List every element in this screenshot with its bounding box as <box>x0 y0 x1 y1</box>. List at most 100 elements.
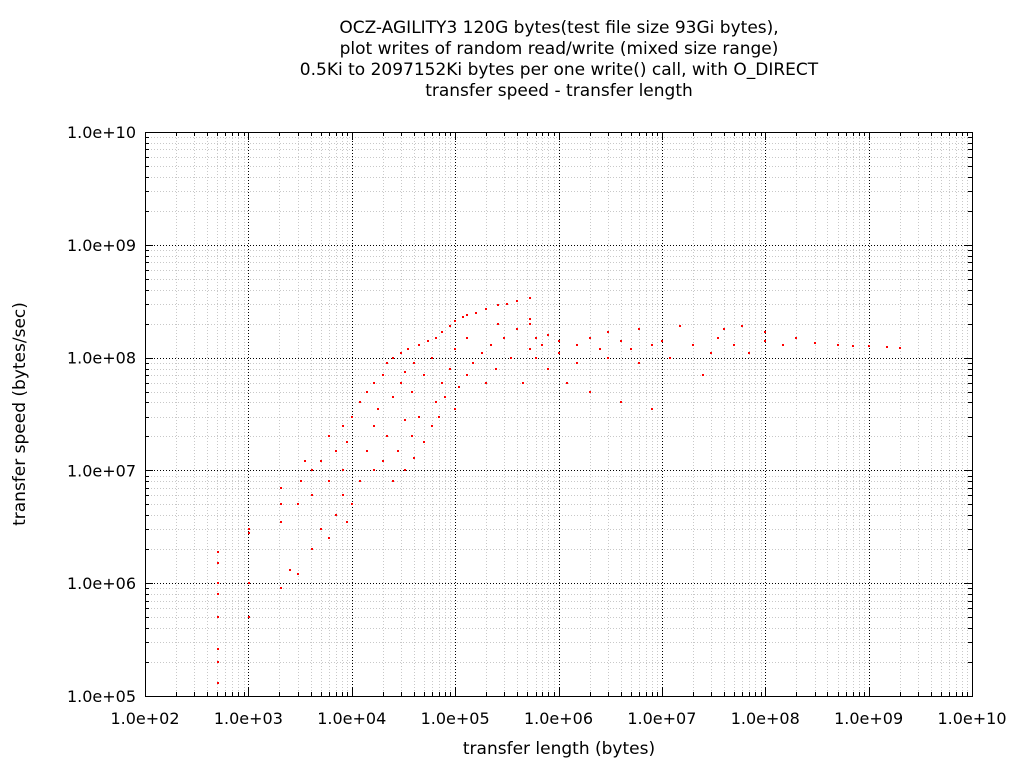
data-point <box>404 469 406 471</box>
data-point <box>529 318 531 320</box>
data-point <box>346 441 348 443</box>
data-point <box>547 368 549 370</box>
data-point <box>423 441 425 443</box>
data-point <box>351 416 353 418</box>
data-point <box>320 528 322 530</box>
data-point <box>217 551 219 553</box>
data-point <box>475 312 477 314</box>
data-point <box>342 494 344 496</box>
data-point <box>522 382 524 384</box>
data-point <box>651 408 653 410</box>
x-tick-label: 1.0e+02 <box>110 709 179 728</box>
data-point <box>297 573 299 575</box>
data-point <box>495 368 497 370</box>
data-point <box>458 386 460 388</box>
axis-ticks <box>145 132 973 697</box>
data-point <box>359 480 361 482</box>
data-point <box>490 344 492 346</box>
data-point <box>359 401 361 403</box>
data-point <box>485 308 487 310</box>
data-point <box>289 569 291 571</box>
data-point <box>280 587 282 589</box>
data-point <box>418 344 420 346</box>
data-point <box>435 337 437 339</box>
data-point <box>607 331 609 333</box>
data-point <box>297 503 299 505</box>
x-tick-label: 1.0e+07 <box>627 709 696 728</box>
chart-title: OCZ-AGILITY3 120G bytes(test file size 9… <box>145 18 973 102</box>
data-point <box>386 435 388 437</box>
data-point <box>411 435 413 437</box>
data-point <box>485 382 487 384</box>
x-tick-label: 1.0e+06 <box>524 709 593 728</box>
data-point <box>576 362 578 364</box>
data-point <box>679 325 681 327</box>
data-point <box>217 562 219 564</box>
data-point <box>382 374 384 376</box>
data-point <box>472 362 474 364</box>
data-point <box>392 480 394 482</box>
data-point <box>373 382 375 384</box>
data-point <box>311 494 313 496</box>
data-point <box>441 382 443 384</box>
data-point <box>217 616 219 618</box>
data-point <box>217 593 219 595</box>
title-line-2: plot writes of random read/write (mixed … <box>339 39 779 59</box>
data-point <box>638 328 640 330</box>
data-point <box>630 348 632 350</box>
data-point <box>547 334 549 336</box>
data-point <box>692 344 694 346</box>
title-line-4: transfer speed - transfer length <box>425 81 693 101</box>
data-point <box>392 396 394 398</box>
data-point <box>529 323 531 325</box>
data-point <box>280 503 282 505</box>
data-point <box>423 374 425 376</box>
data-point <box>661 340 663 342</box>
data-point <box>413 362 415 364</box>
data-point <box>328 435 330 437</box>
data-point <box>411 391 413 393</box>
data-point <box>535 337 537 339</box>
data-point <box>449 368 451 370</box>
data-point <box>217 582 219 584</box>
major-grid <box>145 132 973 697</box>
data-point <box>280 487 282 489</box>
x-axis-label: transfer length (bytes) <box>462 739 656 759</box>
data-point <box>466 374 468 376</box>
data-point <box>733 344 735 346</box>
data-point <box>335 514 337 516</box>
data-point <box>444 396 446 398</box>
data-point <box>342 469 344 471</box>
data-point <box>320 460 322 462</box>
data-point <box>351 503 353 505</box>
data-point <box>503 337 505 339</box>
data-point <box>599 348 601 350</box>
data-point <box>335 450 337 452</box>
data-point <box>304 460 306 462</box>
data-point <box>795 337 797 339</box>
x-tick-label: 1.0e+04 <box>317 709 386 728</box>
minor-grid <box>145 132 972 696</box>
data-point <box>852 345 854 347</box>
data-point <box>638 362 640 364</box>
data-point <box>717 337 719 339</box>
data-point <box>311 548 313 550</box>
data-point <box>837 344 839 346</box>
data-point <box>418 416 420 418</box>
data-point <box>373 425 375 427</box>
data-point <box>248 616 250 618</box>
data-point <box>404 419 406 421</box>
data-point <box>620 401 622 403</box>
data-point <box>431 425 433 427</box>
data-point <box>366 391 368 393</box>
data-point <box>669 357 671 359</box>
y-tick-label: 1.0e+06 <box>67 574 136 593</box>
data-point <box>589 337 591 339</box>
data-point <box>529 297 531 299</box>
data-point <box>217 682 219 684</box>
data-point <box>328 537 330 539</box>
data-point <box>441 331 443 333</box>
title-line-1: OCZ-AGILITY3 120G bytes(test file size 9… <box>339 18 779 38</box>
x-tick-label: 1.0e+05 <box>421 709 490 728</box>
data-point <box>607 357 609 359</box>
